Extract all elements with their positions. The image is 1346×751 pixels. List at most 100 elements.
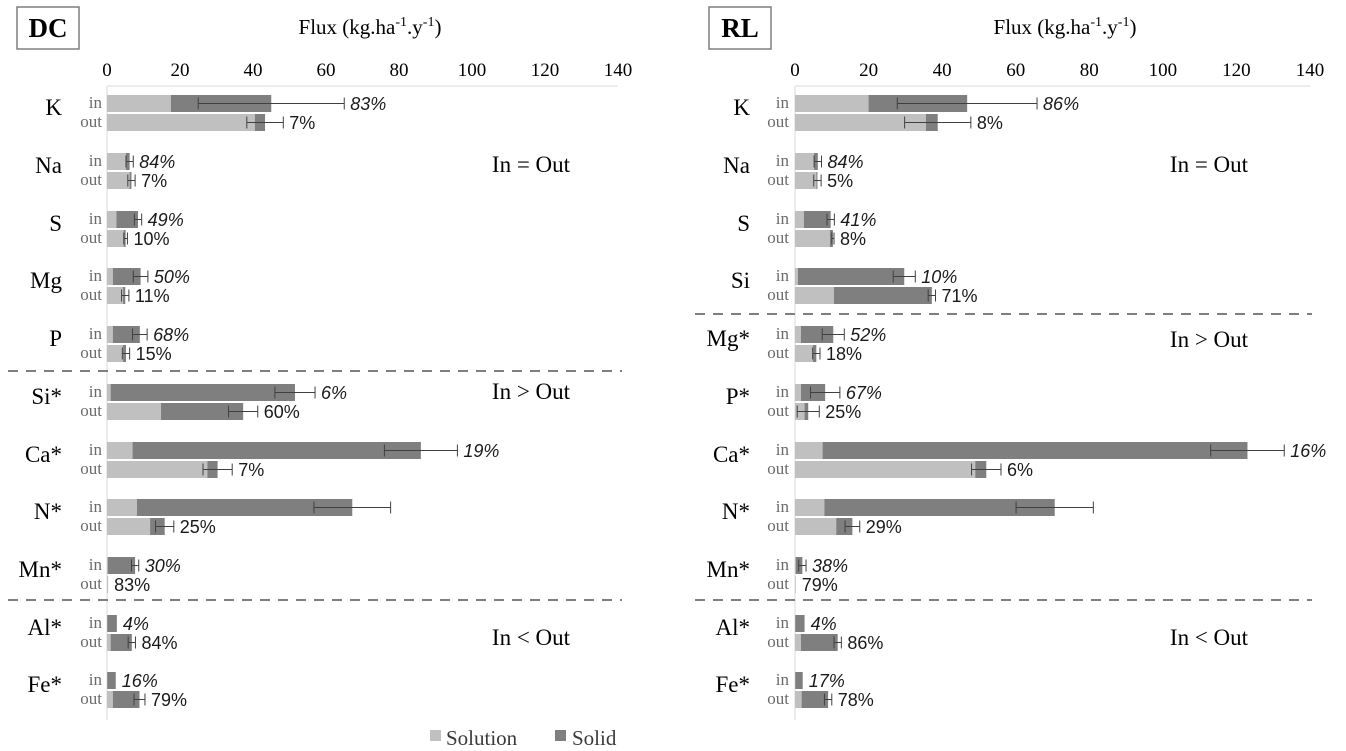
chart-panel-dc: DC Flux (kg.ha-1.y-1) 0 20 40 60 80 100 120 140 In… xyxy=(8,6,633,720)
x-tick-label: 60 xyxy=(317,60,336,81)
in-label: in xyxy=(776,209,790,228)
element-group: Al* in 4% out 86% xyxy=(716,613,884,653)
bar-solution xyxy=(795,499,825,516)
percent-label: 86% xyxy=(1043,94,1079,114)
out-label: out xyxy=(80,343,102,362)
bar-solution xyxy=(107,326,113,343)
percent-label: 6% xyxy=(1007,460,1033,480)
percent-label: 68% xyxy=(153,325,189,345)
element-group: Fe* in 16% out 79% xyxy=(28,670,187,710)
out-label: out xyxy=(767,228,789,247)
bar-solution xyxy=(107,557,108,574)
bar-solid xyxy=(795,615,805,632)
out-label: out xyxy=(80,228,102,247)
x-tick-label: 100 xyxy=(458,60,487,81)
percent-label: 7% xyxy=(238,460,264,480)
region-label: In < Out xyxy=(1170,625,1249,650)
bar-solution xyxy=(795,384,801,401)
out-label: out xyxy=(767,285,789,304)
percent-label: 10% xyxy=(921,267,957,287)
in-label: in xyxy=(89,151,103,170)
percent-label: 71% xyxy=(942,286,978,306)
region-label: In > Out xyxy=(492,379,571,404)
percent-label: 17% xyxy=(809,671,845,691)
percent-label: 41% xyxy=(840,210,876,230)
in-label: in xyxy=(776,555,790,574)
out-label: out xyxy=(767,112,789,131)
percent-label: 52% xyxy=(850,325,886,345)
percent-label: 7% xyxy=(141,171,167,191)
percent-label: 4% xyxy=(811,614,837,634)
out-label: out xyxy=(80,574,102,593)
bar-solid xyxy=(800,634,838,651)
percent-label: 4% xyxy=(123,614,149,634)
region-label: In = Out xyxy=(492,152,571,177)
bar-solid xyxy=(132,442,421,459)
bar-solution xyxy=(795,211,804,228)
element-label: K xyxy=(733,95,750,120)
percent-label: 83% xyxy=(114,575,150,595)
bar-solution xyxy=(795,557,796,574)
bar-solid xyxy=(833,287,932,304)
x-tick-label: 120 xyxy=(531,60,560,81)
element-label: Mn* xyxy=(19,557,62,582)
element-label: Si xyxy=(731,268,750,293)
bar-solid xyxy=(116,211,139,228)
bar-solution xyxy=(107,403,162,420)
percent-label: 7% xyxy=(289,113,315,133)
element-group: Na in 84% out 7% xyxy=(35,151,175,191)
percent-label: 38% xyxy=(812,556,848,576)
x-tick-label: 140 xyxy=(604,60,633,81)
percent-label: 84% xyxy=(141,633,177,653)
percent-label: 29% xyxy=(866,517,902,537)
percent-label: 19% xyxy=(463,441,499,461)
x-tick-label: 100 xyxy=(1149,60,1178,81)
bar-solution xyxy=(107,384,111,401)
bar-solution xyxy=(107,95,171,112)
out-label: out xyxy=(80,285,102,304)
out-label: out xyxy=(767,401,789,420)
x-tick-label: 60 xyxy=(1006,60,1025,81)
percent-label: 84% xyxy=(139,152,175,172)
out-label: out xyxy=(767,343,789,362)
element-label: P xyxy=(49,326,62,351)
bar-solution xyxy=(107,153,126,170)
element-label: N* xyxy=(722,499,750,524)
bar-solution xyxy=(107,499,137,516)
bar-solid xyxy=(803,211,831,228)
region-label: In = Out xyxy=(1170,152,1249,177)
out-label: out xyxy=(80,112,102,131)
bar-solid xyxy=(824,499,1055,516)
in-label: in xyxy=(89,93,103,112)
in-label: in xyxy=(776,613,790,632)
x-tick-label: 40 xyxy=(244,60,263,81)
percent-label: 6% xyxy=(321,383,347,403)
bar-solid xyxy=(110,634,132,651)
bar-solution xyxy=(107,287,124,304)
bar-solid xyxy=(801,691,829,708)
percent-label: 10% xyxy=(133,229,169,249)
panel-label: RL xyxy=(721,13,759,43)
percent-label: 67% xyxy=(846,383,882,403)
element-group: Fe* in 17% out 78% xyxy=(716,670,874,710)
element-group: Ca* in 19% out 7% xyxy=(25,440,499,480)
bar-solution xyxy=(107,691,113,708)
percent-label: 60% xyxy=(264,402,300,422)
bar-solution xyxy=(795,634,801,651)
bar-solution xyxy=(795,114,926,131)
percent-label: 30% xyxy=(145,556,181,576)
in-label: in xyxy=(89,440,103,459)
legend-label-solution: Solution xyxy=(446,726,518,750)
element-label: Al* xyxy=(716,615,751,640)
out-label: out xyxy=(767,689,789,708)
percent-label: 5% xyxy=(827,171,853,191)
bar-solution xyxy=(795,345,814,362)
region-label: In > Out xyxy=(1170,327,1249,352)
element-group: P* in 67% out 25% xyxy=(726,382,882,422)
bar-solution xyxy=(107,442,133,459)
bar-solid xyxy=(797,268,905,285)
percent-label: 86% xyxy=(847,633,883,653)
in-label: in xyxy=(776,382,790,401)
